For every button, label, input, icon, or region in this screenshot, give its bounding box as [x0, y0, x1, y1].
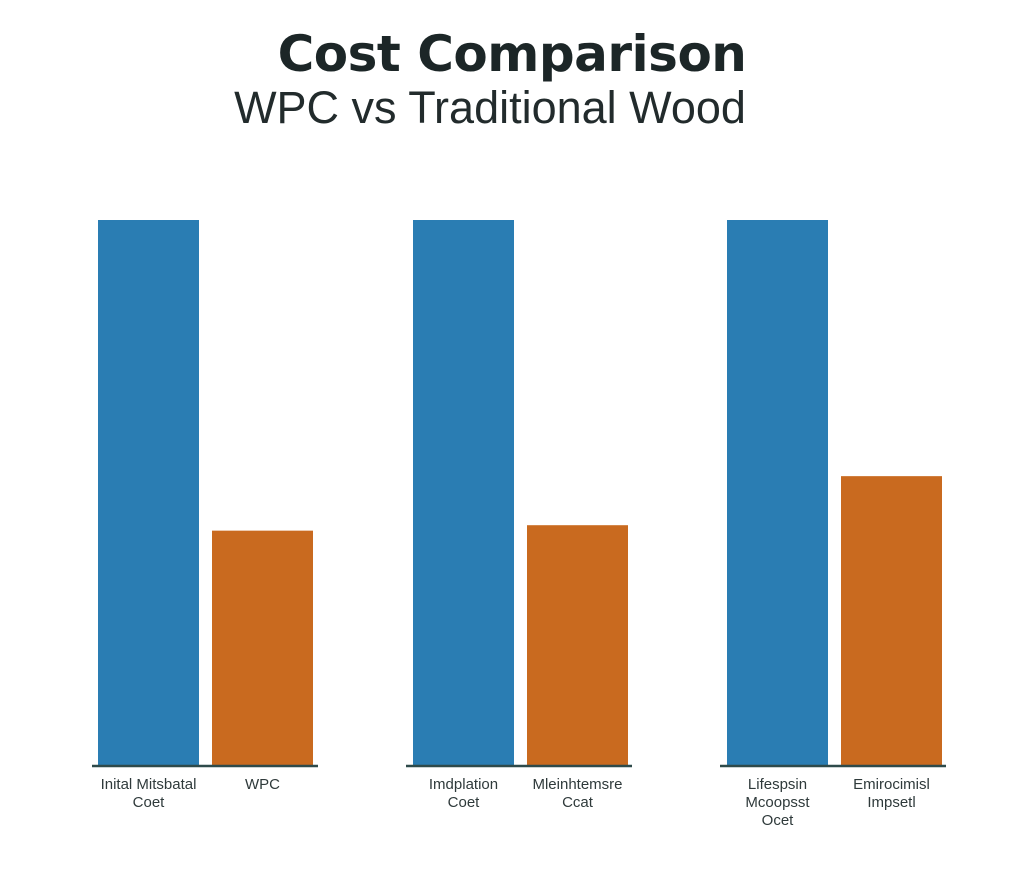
bar-group-3: Lifespsin Mcoopsst Ocet Emirocimisl Impsetl: [720, 220, 946, 829]
tick-label-line: Coet: [448, 794, 481, 811]
tick-label-2-1: Imdplation Coet: [429, 776, 498, 811]
tick-label-line: Coet: [133, 794, 166, 811]
bar-2-orange: [527, 525, 628, 765]
bar-2-blue: [413, 220, 514, 765]
tick-label-1-1: Inital Mitsbatal Coet: [101, 776, 197, 811]
bar-3-blue: [727, 220, 828, 765]
tick-label-line: Mleinhtemsre: [532, 776, 622, 793]
tick-label-line: Mcoopsst: [745, 794, 810, 811]
bar-group-1: Inital Mitsbatal Coet WPC: [92, 220, 318, 811]
bar-3-orange: [841, 476, 942, 765]
tick-label-line: WPC: [245, 776, 280, 793]
tick-label-2-2: Mleinhtemsre Ccat: [532, 776, 622, 811]
bar-1-orange: [212, 530, 313, 765]
bar-1-blue: [98, 220, 199, 765]
chart-title: Cost Comparison: [277, 25, 747, 83]
bar-group-2: Imdplation Coet Mleinhtemsre Ccat: [406, 220, 632, 811]
tick-label-line: Inital Mitsbatal: [101, 776, 197, 793]
tick-label-3-1: Lifespsin Mcoopsst Ocet: [745, 776, 810, 829]
tick-label-line: Emirocimisl: [853, 776, 930, 793]
tick-label-line: Ccat: [562, 794, 594, 811]
tick-label-3-2: Emirocimisl Impsetl: [853, 776, 930, 811]
chart-subtitle: WPC vs Traditional Wood: [234, 82, 746, 133]
tick-label-1-2: WPC: [245, 776, 280, 793]
tick-label-line: Lifespsin: [748, 776, 807, 793]
tick-label-line: Imdplation: [429, 776, 498, 793]
tick-label-line: Ocet: [762, 812, 795, 829]
tick-label-line: Impsetl: [867, 794, 915, 811]
